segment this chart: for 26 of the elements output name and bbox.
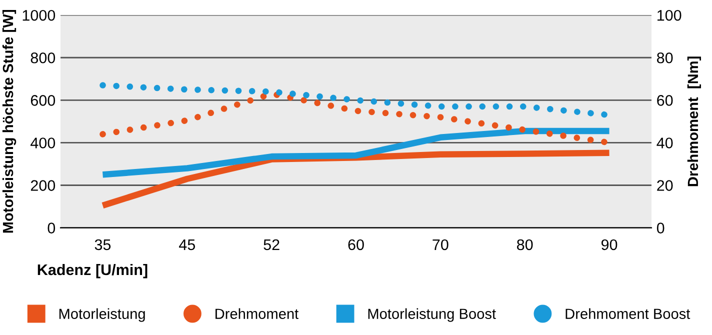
y2-tick-label: 60: [657, 95, 673, 106]
legend-label: Motorleistung: [59, 308, 145, 322]
legend-label: Drehmoment: [216, 308, 299, 319]
x-tick-label: 45: [179, 239, 196, 250]
y-tick-label: 800: [30, 52, 56, 64]
y2-tick-label: 40: [656, 138, 673, 148]
y-tick-label: 0: [48, 222, 56, 234]
y-tick-label: 200: [30, 180, 56, 191]
y2-axis-title: Drehmoment [Nm]: [687, 56, 701, 186]
y-tick-label: 1000: [22, 10, 56, 21]
x-tick-label: 60: [348, 239, 364, 250]
x-tick-label: 70: [432, 239, 448, 250]
y2-tick-label: 20: [657, 180, 673, 191]
y2-tick-label: 100: [658, 10, 682, 21]
y-tick-label: 400: [30, 138, 56, 148]
legend-label: Motorleistung Boost: [368, 308, 496, 322]
y-axis-title: Motorleistung höchste Stufe [W]: [2, 10, 16, 233]
y2-tick-label: 0: [656, 222, 664, 234]
x-tick-label: 52: [264, 239, 280, 250]
x-tick-label: 90: [601, 239, 618, 250]
y-tick-label: 600: [30, 95, 56, 106]
legend-label: Drehmoment Boost: [566, 308, 690, 319]
y2-tick-label: 80: [657, 52, 673, 64]
x-axis-title: Kadenz [U/min]: [38, 264, 148, 278]
x-tick-label: 35: [94, 239, 111, 250]
x-tick-label: 80: [517, 239, 533, 250]
